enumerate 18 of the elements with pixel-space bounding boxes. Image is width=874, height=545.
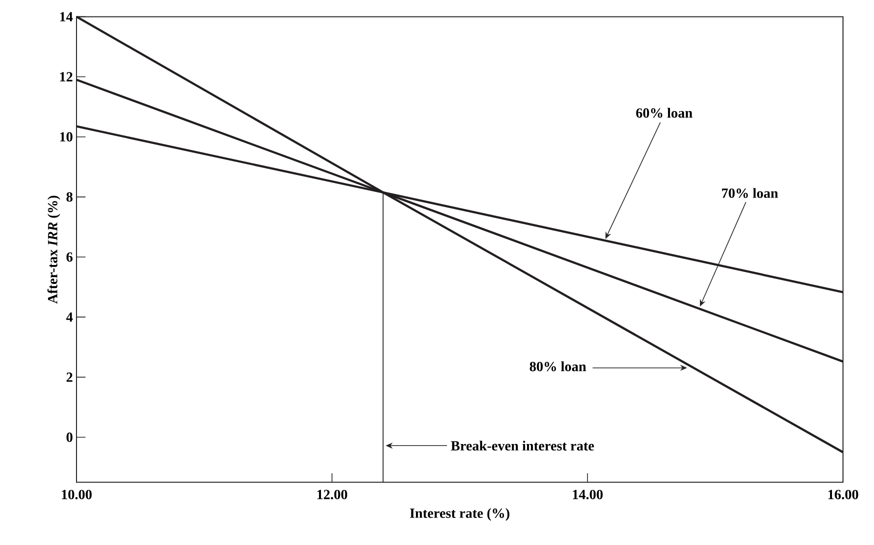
- y-tick-label: 6: [66, 252, 73, 262]
- ref-line-label: Break-even interest rate: [450, 440, 594, 451]
- y-tick-label: 12: [60, 72, 72, 82]
- y-tick-label: 8: [66, 192, 73, 202]
- annotation: 70% loan: [722, 188, 778, 198]
- x-tick-label: 16.00: [828, 490, 858, 500]
- annotation: 60% loan: [636, 108, 692, 118]
- x-tick-label: 14.00: [572, 490, 603, 500]
- y-tick-label: 2: [66, 372, 72, 382]
- y-tick-label: 4: [66, 312, 73, 322]
- y-axis-title: After-tax IRR (%): [47, 196, 60, 304]
- y-tick-label: 10: [60, 132, 72, 142]
- x-tick-label: 12.00: [317, 490, 348, 500]
- annotation: 80% loan: [530, 361, 586, 372]
- y-tick-label: 14: [60, 12, 73, 22]
- x-tick-label: 10.00: [62, 490, 92, 500]
- x-axis-title: Interest rate (%): [410, 508, 510, 521]
- y-tick-label: 0: [66, 432, 72, 442]
